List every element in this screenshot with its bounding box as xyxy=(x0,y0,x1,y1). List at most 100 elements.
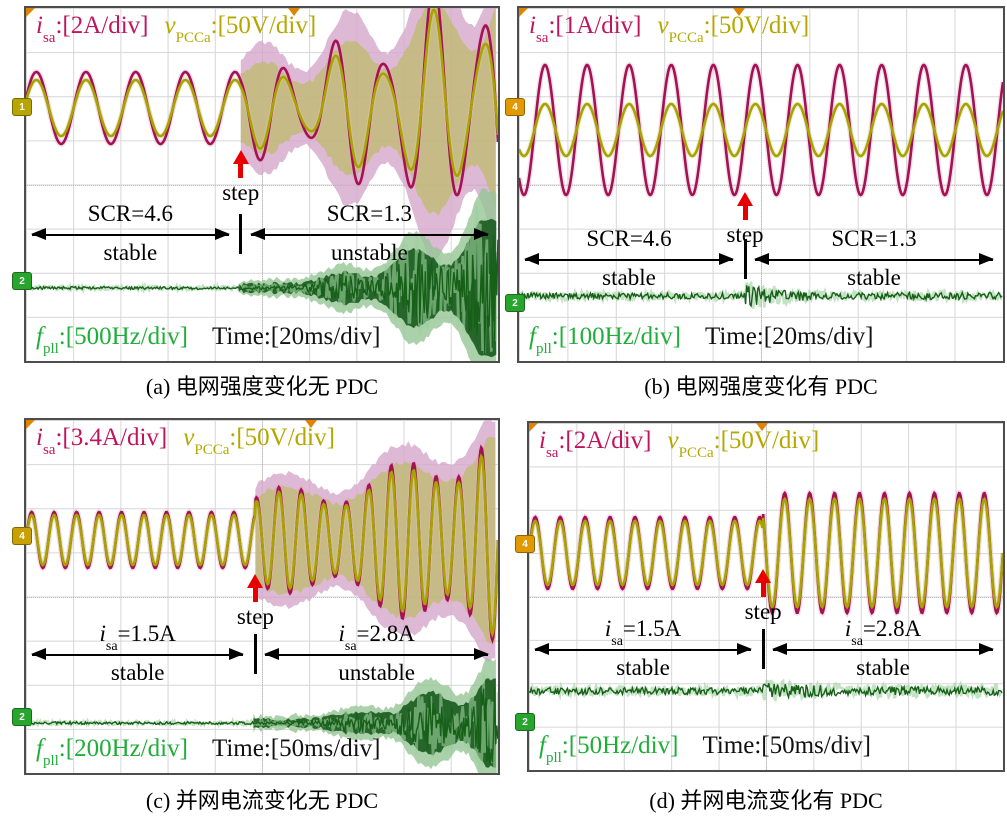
channel-marker: 2 xyxy=(12,708,32,726)
region-left-state: stable xyxy=(103,240,158,265)
voltage-symbol: v xyxy=(667,427,679,454)
voltage-symbol: v xyxy=(183,424,195,451)
double-arrow-icon xyxy=(30,648,245,661)
step-divider-line xyxy=(743,239,747,279)
freq-scale-label: fpll:[100Hz/div] xyxy=(529,323,681,357)
step-arrow-tail xyxy=(252,587,258,602)
step-divider-line xyxy=(761,629,765,669)
freq-symbol: f xyxy=(36,735,43,762)
oscilloscope-panel-a: isa:[2A/div] vPCCa:[50V/div] fpll:[500Hz… xyxy=(12,6,500,363)
region-right-text: SCR=1.3 xyxy=(326,201,412,226)
region-right-text: =2.8A xyxy=(356,621,415,646)
channel-marker: 4 xyxy=(12,527,32,545)
region-left-state: stable xyxy=(616,655,670,680)
voltage-scale-value: :[50V/div] xyxy=(229,424,335,451)
oscilloscope-panel-d: isa:[2A/div] vPCCa:[50V/div] fpll:[50Hz/… xyxy=(515,421,1005,772)
region-annotation-right: isa=2.8A unstable xyxy=(264,621,489,686)
voltage-symbol: v xyxy=(657,12,669,39)
step-arrow-tail xyxy=(238,163,244,178)
double-arrow-icon xyxy=(754,253,994,266)
freq-scale-label: fpll:[200Hz/div] xyxy=(36,735,188,769)
current-scale-value: :[3.4A/div] xyxy=(55,424,168,451)
freq-symbol: f xyxy=(539,732,546,759)
region-annotation-right: SCR=1.3 stable xyxy=(754,226,994,291)
freq-subscript: pll xyxy=(545,750,562,766)
freq-scale-value: :[50Hz/div] xyxy=(561,732,679,759)
freq-scale-value: :[200Hz/div] xyxy=(58,735,188,762)
step-label: step xyxy=(222,180,260,205)
region-right-state: stable xyxy=(856,655,910,680)
current-subscript: sa xyxy=(545,445,559,461)
voltage-subscript: PCCa xyxy=(175,30,211,46)
region-annotation-right: isa=2.8A stable xyxy=(772,616,994,681)
current-symbol: i xyxy=(529,12,536,39)
double-arrow-icon xyxy=(772,643,994,656)
region-left-value: isa=1.5A xyxy=(99,621,175,654)
region-right-subscript: sa xyxy=(851,633,863,649)
channel-labels-d: isa:[2A/div] vPCCa:[50V/div] xyxy=(539,427,820,461)
trigger-marker-icon xyxy=(733,8,746,16)
freq-scale-label: fpll:[500Hz/div] xyxy=(36,323,188,357)
channel-labels-b: isa:[1A/div] vPCCa:[50V/div] xyxy=(529,12,809,46)
step-arrow-tail xyxy=(742,205,748,220)
oscilloscope-panel-c: isa:[3.4A/div] vPCCa:[50V/div] fpll:[200… xyxy=(12,418,500,775)
freq-scale-value: :[500Hz/div] xyxy=(58,323,188,350)
region-left-state: stable xyxy=(110,660,165,685)
region-right-symbol: i xyxy=(338,621,345,646)
freq-symbol: f xyxy=(36,323,43,350)
trigger-marker-icon xyxy=(304,420,317,428)
region-left-symbol: i xyxy=(99,621,106,646)
region-right-value: SCR=1.3 xyxy=(831,226,916,252)
bottom-labels-b: fpll:[100Hz/div] Time:[20ms/div] xyxy=(529,323,874,357)
region-right-value: isa=2.8A xyxy=(338,621,415,654)
step-label: step xyxy=(236,604,274,629)
region-right-symbol: i xyxy=(844,616,852,641)
voltage-scale-value: :[50V/div] xyxy=(713,427,820,454)
current-scale-label: isa:[3.4A/div] xyxy=(36,424,168,458)
corner-marker-icon xyxy=(529,423,538,432)
region-left-text: SCR=4.6 xyxy=(586,226,672,251)
step-label: step xyxy=(744,599,782,624)
freq-scale-value: :[100Hz/div] xyxy=(551,323,681,350)
current-symbol: i xyxy=(539,427,546,454)
current-scale-label: isa:[2A/div] xyxy=(539,427,652,461)
step-arrow-icon xyxy=(737,192,754,206)
time-scale-label: Time:[20ms/div] xyxy=(211,323,381,350)
channel-marker: 4 xyxy=(505,98,525,116)
current-scale-label: isa:[1A/div] xyxy=(529,12,642,46)
voltage-scale-label: vPCCa:[50V/div] xyxy=(667,427,820,461)
current-subscript: sa xyxy=(535,30,549,46)
region-right-text: SCR=1.3 xyxy=(831,226,917,251)
scope-screen-b: isa:[1A/div] vPCCa:[50V/div] fpll:[100Hz… xyxy=(517,6,1005,363)
bottom-labels-d: fpll:[50Hz/div] Time:[50ms/div] xyxy=(539,732,871,766)
region-annotation-right: SCR=1.3 unstable xyxy=(249,201,490,266)
step-divider-line xyxy=(253,634,257,674)
region-left-value: SCR=4.6 xyxy=(586,226,671,252)
current-subscript: sa xyxy=(42,442,56,458)
channel-marker: 1 xyxy=(12,98,32,116)
double-arrow-icon xyxy=(249,228,490,241)
current-scale-value: :[1A/div] xyxy=(548,12,642,39)
freq-subscript: pll xyxy=(42,753,59,769)
double-arrow-icon xyxy=(31,228,230,241)
waveform-svg-a xyxy=(26,8,498,361)
voltage-scale-value: :[50V/div] xyxy=(210,12,317,39)
channel-labels-c: isa:[3.4A/div] vPCCa:[50V/div] xyxy=(36,424,335,458)
corner-marker-icon xyxy=(26,8,35,17)
scope-screen-a: isa:[2A/div] vPCCa:[50V/div] fpll:[500Hz… xyxy=(24,6,500,363)
time-scale-label: Time:[20ms/div] xyxy=(704,323,874,350)
region-left-text: =1.5A xyxy=(622,616,682,641)
time-scale-label: Time:[50ms/div] xyxy=(211,735,381,762)
double-arrow-icon xyxy=(523,253,735,266)
voltage-subscript: PCCa xyxy=(194,442,230,458)
waveform-svg-d xyxy=(529,488,1003,703)
region-left-subscript: sa xyxy=(611,633,623,649)
voltage-subscript: PCCa xyxy=(668,30,704,46)
step-arrow-icon xyxy=(247,574,264,588)
bottom-labels-c: fpll:[200Hz/div] Time:[50ms/div] xyxy=(36,735,381,769)
bottom-labels-a: fpll:[500Hz/div] Time:[20ms/div] xyxy=(36,323,381,357)
oscilloscope-panel-b: isa:[1A/div] vPCCa:[50V/div] fpll:[100Hz… xyxy=(505,6,1005,363)
caption-b: (b) 电网强度变化有 PDC xyxy=(644,374,878,399)
voltage-subscript: PCCa xyxy=(678,445,714,461)
caption-a: (a) 电网强度变化无 PDC xyxy=(145,374,379,399)
